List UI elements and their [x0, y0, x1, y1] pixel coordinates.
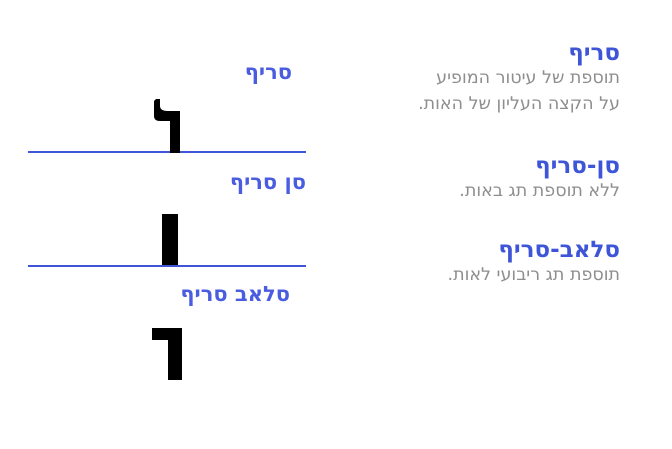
- sans-serif-label: סן סריף: [229, 170, 306, 194]
- serif-letter-icon: [148, 96, 184, 154]
- legend-desc-serif-line1: תוספת של עיטור המופיע: [436, 68, 620, 89]
- legend-serif: סריף תוספת של עיטור המופיע על הקצה העליו…: [320, 40, 620, 117]
- legend-sans-serif: סן-סריף ללא תוספת תג באות.: [320, 153, 620, 205]
- legend-term-slab-serif: סלאב-סריף: [498, 237, 620, 263]
- divider-line-2: [28, 265, 306, 267]
- sans-serif-letter-icon: [160, 212, 182, 266]
- legend-desc-slab-serif: תוספת תג ריבועי לאות.: [447, 265, 620, 286]
- legend-term-serif: סריף: [568, 40, 620, 66]
- legend-desc-sans-serif: ללא תוספת תג באות.: [459, 181, 620, 202]
- legend-term-sans-serif: סן-סריף: [535, 153, 620, 179]
- legend-desc-serif-line2: על הקצה העליון של האות.: [418, 93, 620, 114]
- serif-label: סריף: [244, 60, 292, 84]
- divider-line-1: [28, 151, 306, 153]
- legend-slab-serif: סלאב-סריף תוספת תג ריבועי לאות.: [320, 237, 620, 289]
- slab-serif-label: סלאב סריף: [180, 282, 290, 306]
- slab-serif-letter-icon: [150, 326, 186, 382]
